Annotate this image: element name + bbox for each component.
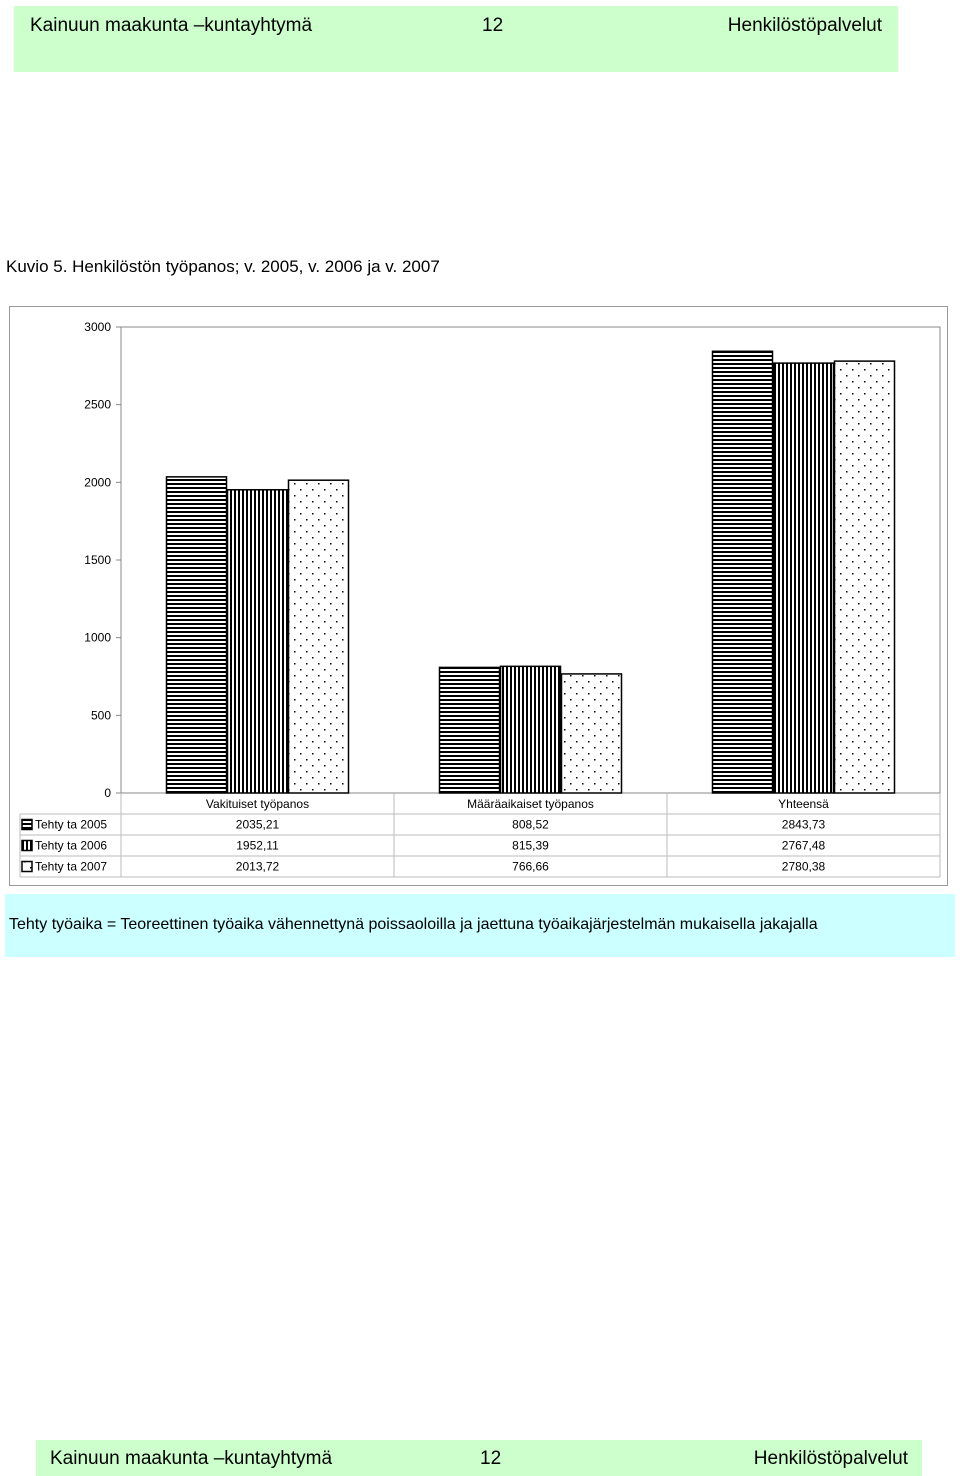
category-label: Yhteensä [778,797,829,811]
footer-left: Kainuun maakunta –kuntayhtymä [50,1448,333,1469]
legend-swatch [21,839,33,852]
bar [165,476,228,794]
header-left: Kainuun maakunta –kuntayhtymä [30,15,313,36]
category-label: Vakituiset työpanos [206,797,309,811]
bar [711,350,774,794]
definition-note: Tehty työaika = Teoreettinen työaika väh… [5,894,955,957]
header-right: Henkilöstöpalvelut [727,15,882,36]
legend-label: Tehty ta 2006 [35,839,107,853]
data-label: 2843,73 [782,818,826,832]
legend-swatch [21,860,33,873]
bar [438,666,501,794]
bar [287,479,350,794]
y-tick-label: 0 [104,786,111,800]
bar [560,673,623,794]
y-tick-label: 2500 [84,398,111,412]
legend-label: Tehty ta 2005 [35,818,107,832]
data-label: 2767,48 [782,839,826,853]
y-tick-label: 1000 [84,631,111,645]
data-label: 2035,21 [236,818,280,832]
footer-page-number: 12 [480,1448,502,1469]
data-label: 808,52 [512,818,549,832]
data-label: 815,39 [512,839,549,853]
bar [499,665,562,794]
y-tick-label: 1500 [84,553,111,567]
chart-frame: 0 500 1000 1500 2000 2500 3000 Vakituiset työpa… [9,306,948,886]
page-footer: Kainuun maakunta –kuntayhtymä 12 Henkilö… [36,1440,922,1476]
y-tick-label: 500 [91,708,111,722]
category-label: Määräaikaiset työpanos [467,797,594,811]
bar [226,489,289,794]
data-label: 1952,11 [236,839,279,853]
y-tick-label: 2000 [84,475,111,489]
header-page-number: 12 [482,15,504,36]
figure-caption: Kuvio 5. Henkilöstön työpanos; v. 2005, … [6,257,440,276]
data-label: 2013,72 [236,860,280,874]
data-label: 766,66 [512,860,549,874]
bar [833,360,896,794]
bar-chart: 0 500 1000 1500 2000 2500 3000 Vakituiset työpa… [19,320,941,878]
footer-right: Henkilöstöpalvelut [753,1448,908,1469]
y-tick-label: 3000 [84,320,111,334]
bar [772,362,835,794]
page-header: Kainuun maakunta –kuntayhtymä 12 Henkilö… [14,6,898,72]
data-label: 2780,38 [782,860,826,874]
legend-swatch [21,818,33,831]
legend-label: Tehty ta 2007 [35,860,107,874]
